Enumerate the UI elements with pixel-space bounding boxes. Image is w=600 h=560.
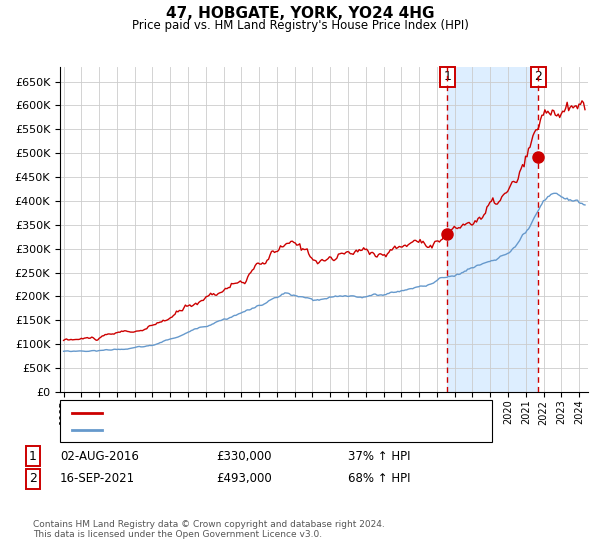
Text: 1: 1 (443, 71, 451, 83)
Text: £493,000: £493,000 (216, 472, 272, 486)
Text: 2: 2 (29, 472, 37, 486)
Text: HPI: Average price, semi-detached house, York: HPI: Average price, semi-detached house,… (111, 424, 355, 435)
Text: 02-AUG-2016: 02-AUG-2016 (60, 450, 139, 463)
Text: 16-SEP-2021: 16-SEP-2021 (60, 472, 135, 486)
Text: 68% ↑ HPI: 68% ↑ HPI (348, 472, 410, 486)
Text: 47, HOBGATE, YORK, YO24 4HG (semi-detached house): 47, HOBGATE, YORK, YO24 4HG (semi-detach… (111, 408, 398, 418)
Bar (447, 67, 538, 392)
Text: £330,000: £330,000 (216, 450, 271, 463)
Text: 2: 2 (535, 71, 542, 83)
Text: 1: 1 (29, 450, 37, 463)
Text: Contains HM Land Registry data © Crown copyright and database right 2024.
This d: Contains HM Land Registry data © Crown c… (33, 520, 385, 539)
Text: Price paid vs. HM Land Registry's House Price Index (HPI): Price paid vs. HM Land Registry's House … (131, 20, 469, 32)
Text: 47, HOBGATE, YORK, YO24 4HG: 47, HOBGATE, YORK, YO24 4HG (166, 6, 434, 21)
Text: 37% ↑ HPI: 37% ↑ HPI (348, 450, 410, 463)
